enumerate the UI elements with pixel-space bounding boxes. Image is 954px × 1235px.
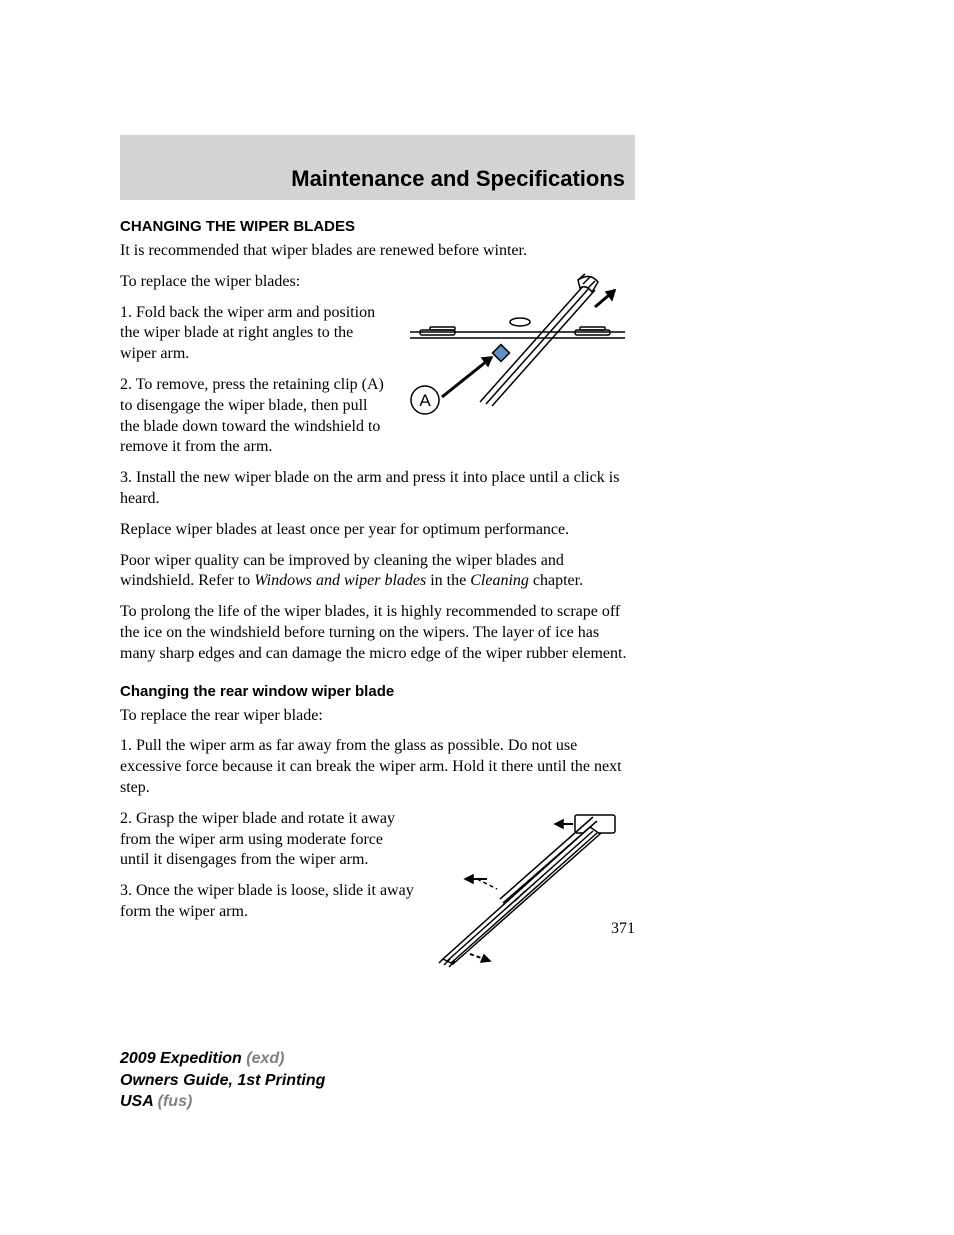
footer-line-1: 2009 Expedition (exd) — [120, 1048, 325, 1070]
footer-code: (exd) — [242, 1050, 285, 1067]
content-area: CHANGING THE WIPER BLADES It is recommen… — [120, 218, 635, 974]
subsection-heading: Changing the rear window wiper blade — [120, 683, 635, 700]
footer-line-2: Owners Guide, 1st Printing — [120, 1070, 325, 1092]
body-text: To replace the rear wiper blade: — [120, 706, 635, 727]
header-bar: Maintenance and Specifications — [120, 135, 635, 200]
text-fragment: chapter. — [529, 572, 583, 589]
rear-wiper-diagram-icon — [425, 809, 635, 969]
figure-wrap-2: 2. Grasp the wiper blade and rotate it a… — [120, 809, 635, 974]
cross-reference: Cleaning — [470, 572, 529, 589]
section-heading: CHANGING THE WIPER BLADES — [120, 218, 635, 235]
step-text: 1. Pull the wiper arm as far away from t… — [120, 736, 635, 798]
body-text: To prolong the life of the wiper blades,… — [120, 602, 635, 664]
wiper-diagram-icon: A — [400, 272, 635, 422]
wiper-blade-figure-1: A — [400, 272, 635, 427]
step-text: 3. Install the new wiper blade on the ar… — [120, 468, 635, 510]
body-text: It is recommended that wiper blades are … — [120, 241, 635, 262]
text-fragment: in the — [426, 572, 470, 589]
rear-wiper-figure — [425, 809, 635, 974]
footer-line-3: USA (fus) — [120, 1091, 325, 1113]
page-title: Maintenance and Specifications — [291, 166, 625, 192]
body-text: Poor wiper quality can be improved by cl… — [120, 551, 635, 593]
footer: 2009 Expedition (exd) Owners Guide, 1st … — [120, 1048, 325, 1113]
footer-vehicle: 2009 Expedition — [120, 1050, 242, 1067]
figure-wrap-1: A To replace the wiper blades: 1. Fold b… — [120, 272, 635, 468]
footer-region: USA — [120, 1093, 153, 1110]
cross-reference: Windows and wiper blades — [254, 572, 426, 589]
footer-code: (fus) — [153, 1093, 192, 1110]
page-number: 371 — [120, 920, 635, 938]
figure-label-a: A — [419, 391, 431, 410]
body-text: Replace wiper blades at least once per y… — [120, 520, 635, 541]
